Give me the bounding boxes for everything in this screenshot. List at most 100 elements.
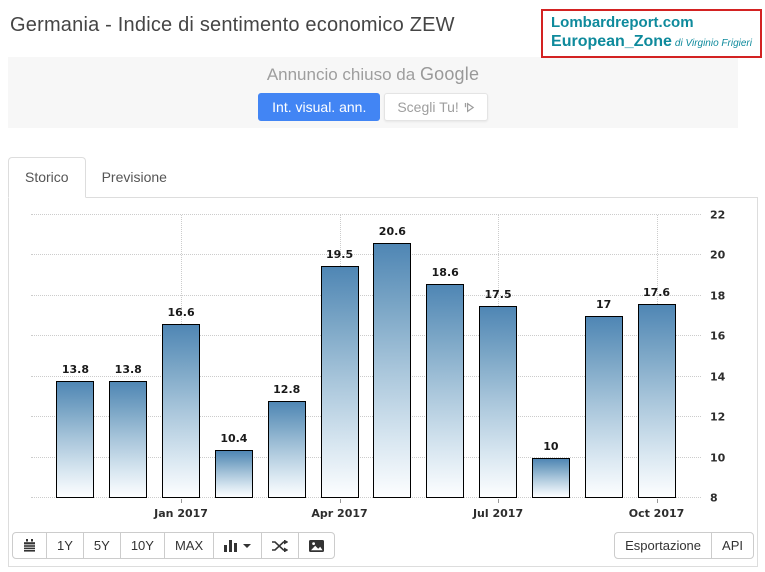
brand-box: Lombardreport.com European_Zone di Virgin… (541, 9, 762, 58)
y-tick-label: 14 (710, 370, 726, 384)
ad-choose-label: Scegli Tu! (397, 99, 459, 115)
plot-area: 13.8 13.8 Jan 2017 16.6 10.4 12.8 Apr 2017 19.5… (31, 209, 725, 520)
bar-value-label: 16.6 (167, 306, 195, 320)
x-tick-mark (181, 499, 183, 503)
x-tick-mark (339, 499, 341, 503)
chart-type-button[interactable] (213, 532, 263, 559)
ad-visualize-button[interactable]: Int. visual. ann. (258, 93, 381, 121)
range-10y-button[interactable]: 10Y (119, 532, 165, 559)
bar-slot: Apr 2017 19.5 (311, 215, 368, 520)
calendar-button[interactable] (12, 532, 47, 559)
x-tick-label: Oct 2017 (628, 507, 685, 520)
image-icon (309, 539, 325, 552)
range-5y-button[interactable]: 5Y (82, 532, 121, 559)
bars: 13.8 13.8 Jan 2017 16.6 10.4 12.8 Apr 2017 19.5… (49, 215, 684, 520)
range-max-button[interactable]: MAX (163, 532, 215, 559)
bar-value-label: 17.5 (484, 287, 512, 301)
page-header: Germania - Indice di sentimento economic… (0, 0, 765, 58)
y-tick-label: 20 (710, 248, 726, 262)
export-button[interactable]: Esportazione (614, 532, 713, 559)
bar-value-label: 17.6 (642, 285, 671, 299)
google-logo-text: Google (419, 64, 480, 84)
bar-value-label: 12.8 (273, 382, 301, 396)
y-tick-label: 8 (710, 491, 718, 505)
bar-value-label: 17 (596, 298, 612, 312)
bar-value-label: 18.6 (431, 265, 459, 279)
bar-slot: 20.6 (366, 215, 419, 498)
bar-value-label: 20.6 (378, 225, 406, 239)
shuffle-icon (272, 539, 289, 552)
brand-byline: di Virginio Frigieri (674, 38, 752, 49)
bar-value-label: 10.4 (220, 431, 248, 445)
bar-slot: Jul 2017 17.5 (472, 215, 525, 520)
x-tick-label: Jan 2017 (154, 507, 208, 520)
chart-toolbar: 1Y 5Y 10Y MAX Esportazione (9, 526, 757, 559)
brand-site: Lombardreport.com (551, 14, 694, 31)
adchoices-triangle-icon (464, 101, 475, 113)
bar-slot: 13.8 (49, 215, 102, 498)
bar-slot: 17 (577, 215, 630, 498)
api-button[interactable]: API (711, 532, 754, 559)
bar[interactable] (373, 243, 412, 498)
bar-value-label: 19.5 (325, 247, 354, 261)
x-tick-label: Apr 2017 (311, 507, 368, 520)
calendar-icon (23, 539, 36, 552)
bar[interactable] (56, 380, 95, 498)
ad-buttons: Int. visual. ann. Scegli Tu! (258, 93, 488, 121)
y-tick-label: 12 (710, 410, 726, 424)
h-gridline (31, 294, 701, 296)
bar-slot: Oct 2017 17.6 (629, 215, 684, 520)
bar-slot: Jan 2017 16.6 (154, 215, 208, 520)
brand-section-line: European_Zone di Virginio Frigieri (551, 32, 752, 53)
ad-choose-button[interactable]: Scegli Tu! (384, 93, 488, 121)
bar-value-label: 10 (543, 439, 559, 453)
y-tick-label: 16 (710, 329, 726, 343)
bar[interactable] (162, 324, 201, 498)
snapshot-button[interactable] (298, 532, 336, 559)
bar[interactable] (109, 380, 148, 498)
bar-chart-icon (224, 539, 238, 552)
toolbar-left-group: 1Y 5Y 10Y MAX (12, 532, 336, 559)
h-gridline (31, 375, 701, 377)
chart-area: 13.8 13.8 Jan 2017 16.6 10.4 12.8 Apr 2017 19.5… (9, 198, 757, 526)
page-title: Germania - Indice di sentimento economic… (10, 14, 455, 36)
bar-value-label: 13.8 (114, 362, 142, 376)
h-gridline (31, 254, 701, 256)
bar-slot: 18.6 (419, 215, 472, 498)
bar[interactable] (479, 305, 518, 498)
bar[interactable] (584, 316, 623, 498)
bar-value-label: 13.8 (61, 362, 89, 376)
bar[interactable] (214, 449, 253, 498)
x-tick-mark (498, 499, 500, 503)
tab-storico[interactable]: Storico (8, 157, 86, 198)
y-tick-label: 22 (710, 208, 726, 222)
toolbar-right-group: Esportazione API (614, 532, 754, 559)
compare-button[interactable] (261, 532, 300, 559)
range-1y-button[interactable]: 1Y (46, 532, 84, 559)
bar[interactable] (267, 400, 306, 498)
x-tick-label: Jul 2017 (472, 507, 524, 520)
y-tick-label: 18 (710, 289, 726, 303)
x-tick-mark (656, 499, 658, 503)
tab-bar: Storico Previsione (8, 157, 758, 198)
bar[interactable] (531, 457, 570, 498)
bar[interactable] (320, 265, 359, 498)
h-gridline (31, 214, 701, 215)
tab-previsione[interactable]: Previsione (101, 169, 167, 185)
ad-closed-text: Annuncio chiuso da Google (267, 64, 479, 85)
h-gridline (31, 497, 701, 498)
h-gridline (31, 456, 701, 458)
ad-closed-label: Annuncio chiuso da (266, 65, 416, 84)
bar[interactable] (426, 283, 465, 498)
h-gridline (31, 416, 701, 418)
bar-slot: 12.8 (260, 215, 313, 498)
bar-slot: 10.4 (207, 215, 260, 498)
brand-section: European_Zone (551, 33, 672, 50)
bar-slot: 10 (524, 215, 577, 498)
ad-banner: Annuncio chiuso da Google Int. visual. a… (8, 57, 738, 128)
chart-panel: 13.8 13.8 Jan 2017 16.6 10.4 12.8 Apr 2017 19.5… (8, 198, 758, 567)
bar-slot: 13.8 (102, 215, 155, 498)
caret-down-icon (243, 543, 252, 548)
h-gridline (31, 335, 701, 337)
bar[interactable] (637, 303, 676, 498)
